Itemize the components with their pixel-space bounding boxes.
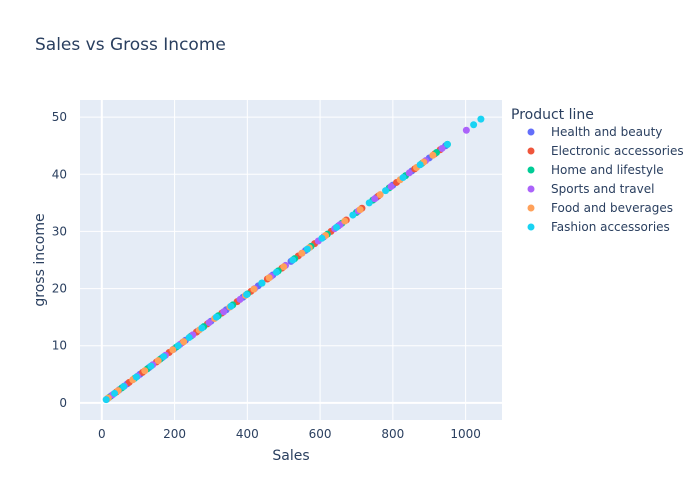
- y-axis-title: gross income: [32, 213, 48, 306]
- x-tick-label: 1000: [450, 427, 481, 441]
- data-point: [477, 115, 485, 123]
- data-point: [147, 362, 155, 370]
- x-tick-label: 800: [381, 427, 404, 441]
- data-point: [303, 245, 311, 253]
- data-point: [243, 291, 251, 299]
- legend-item[interactable]: Sports and travel: [527, 182, 655, 196]
- data-point: [111, 389, 119, 397]
- data-point: [429, 151, 437, 159]
- legend-marker: [527, 223, 535, 231]
- data-point: [298, 249, 306, 257]
- data-point: [318, 234, 326, 242]
- data-point: [132, 373, 140, 381]
- grid-lines: [80, 100, 502, 420]
- data-point: [289, 256, 297, 264]
- legend-item[interactable]: Food and beverages: [527, 201, 674, 215]
- data-point: [382, 187, 390, 195]
- legend-label: Home and lifestyle: [551, 163, 664, 177]
- data-point: [356, 206, 364, 214]
- data-point: [236, 295, 244, 303]
- y-tick-label: 40: [52, 167, 67, 181]
- data-point: [174, 342, 182, 350]
- legend-item[interactable]: Electronic accessories: [527, 144, 684, 158]
- y-tick-label: 10: [52, 339, 67, 353]
- data-point: [227, 302, 235, 310]
- data-point: [154, 357, 162, 365]
- y-tick-label: 0: [59, 396, 67, 410]
- legend-title: Product line: [511, 107, 594, 123]
- data-point: [258, 279, 266, 287]
- data-point: [102, 396, 110, 404]
- data-point: [272, 268, 280, 276]
- legend-marker: [527, 166, 535, 174]
- data-point: [180, 338, 188, 346]
- legend-marker: [527, 204, 535, 212]
- legend-marker: [527, 147, 535, 155]
- data-point: [405, 169, 413, 177]
- y-tick-label: 30: [52, 224, 67, 238]
- data-point: [250, 285, 258, 293]
- data-point: [438, 144, 446, 152]
- data-point: [198, 324, 206, 332]
- legend-label: Food and beverages: [551, 201, 673, 215]
- x-tick-label: 0: [98, 427, 106, 441]
- data-points: [102, 115, 485, 404]
- data-point: [349, 211, 357, 219]
- data-point: [376, 191, 384, 199]
- data-point: [160, 353, 168, 361]
- data-point: [416, 161, 424, 169]
- x-tick-label: 400: [236, 427, 259, 441]
- data-point: [387, 183, 395, 191]
- legend-label: Sports and travel: [551, 182, 654, 196]
- data-point: [141, 367, 149, 375]
- data-point: [280, 263, 288, 271]
- data-point: [205, 319, 213, 327]
- data-point: [212, 313, 220, 321]
- legend: Product line Health and beauty Electronic…: [511, 107, 684, 234]
- data-point: [332, 223, 340, 231]
- data-point: [470, 121, 478, 129]
- data-point: [220, 308, 228, 316]
- data-point: [169, 346, 177, 354]
- legend-label: Fashion accessories: [551, 220, 670, 234]
- y-tick-label: 20: [52, 282, 67, 296]
- legend-item[interactable]: Home and lifestyle: [527, 163, 664, 177]
- data-point: [341, 217, 349, 225]
- data-point: [443, 140, 451, 148]
- x-tick-label: 200: [163, 427, 186, 441]
- legend-label: Electronic accessories: [551, 144, 684, 158]
- y-tick-label: 50: [52, 110, 67, 124]
- legend-marker: [527, 128, 535, 136]
- data-point: [185, 334, 193, 342]
- legend-marker: [527, 185, 535, 193]
- legend-item[interactable]: Fashion accessories: [527, 220, 670, 234]
- data-point: [371, 195, 379, 203]
- data-point: [120, 383, 128, 391]
- series-fashion-accessories: [102, 115, 485, 404]
- x-tick-labels: 0 200 400 600 800 1000: [98, 427, 481, 441]
- data-point: [365, 199, 373, 207]
- x-axis-title: Sales: [272, 448, 309, 464]
- data-point: [399, 174, 407, 182]
- legend-label: Health and beauty: [551, 125, 662, 139]
- x-tick-label: 600: [309, 427, 332, 441]
- y-tick-labels: 0 10 20 30 40 50: [52, 110, 67, 410]
- chart-title: Sales vs Gross Income: [35, 35, 226, 55]
- data-point: [265, 274, 273, 282]
- legend-item[interactable]: Health and beauty: [527, 125, 663, 139]
- data-point: [462, 126, 470, 134]
